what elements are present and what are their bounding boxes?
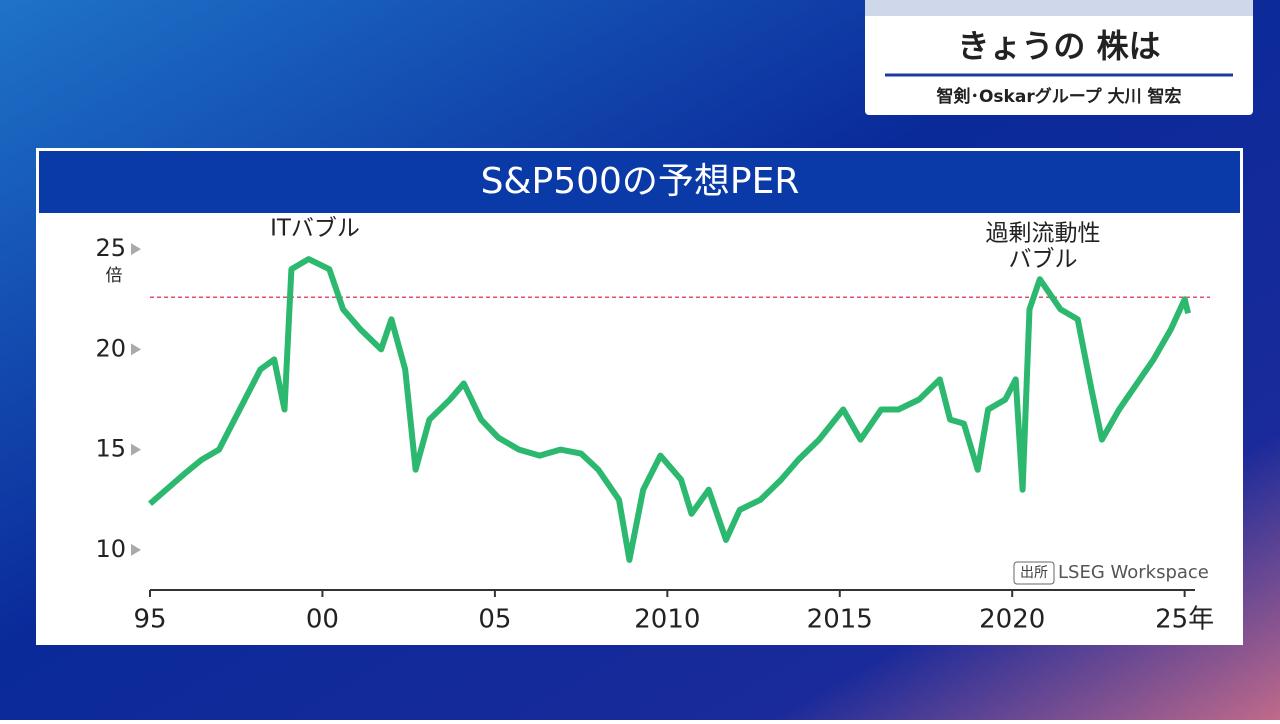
x-tick-label: 2020 <box>979 605 1045 635</box>
x-tick-label: 00 <box>306 605 339 635</box>
source-box <box>1013 561 1055 585</box>
y-tick-label: 10 <box>95 535 126 563</box>
x-tick-label: 05 <box>478 605 511 635</box>
per-line <box>148 256 1192 563</box>
annotation: バブル <box>1009 247 1078 273</box>
x-tick-label: 25年 <box>1155 605 1214 635</box>
y-tick <box>131 343 141 356</box>
y-tick-label: 15 <box>95 435 126 463</box>
header-box <box>865 0 1253 115</box>
plot: 95 00 05 2010 2015 2020 25年 10 15 20 25 倍 ITバブル 過剰流動性… <box>95 216 1214 635</box>
y-tick-label: 20 <box>95 334 126 362</box>
header-presenter: 智剣･Oskarグループ 大川 智宏 <box>936 86 1181 107</box>
header-strip <box>865 0 1253 16</box>
header-title: きょうの 株は <box>957 27 1160 65</box>
y-tick <box>131 543 141 556</box>
chart-title: S&P500の予想PER <box>481 161 800 202</box>
annotation: ITバブル <box>270 216 360 242</box>
y-tick <box>131 243 141 256</box>
x-tick-label: 2015 <box>807 605 873 635</box>
source: LSEG Workspace <box>1058 562 1209 583</box>
source-label: 出所 <box>1020 565 1048 581</box>
y-tick <box>131 443 141 456</box>
y-unit: 倍 <box>106 266 123 286</box>
header-card: きょうの 株は 智剣･Oskarグループ 大川 智宏 <box>865 0 1253 115</box>
x-tick-label: 95 <box>133 605 166 635</box>
x-tick-label: 2010 <box>634 605 700 635</box>
chart-title-bar <box>39 151 1240 213</box>
y-tick-label: 25 <box>95 234 126 262</box>
annotation: 過剰流動性 <box>986 221 1101 247</box>
